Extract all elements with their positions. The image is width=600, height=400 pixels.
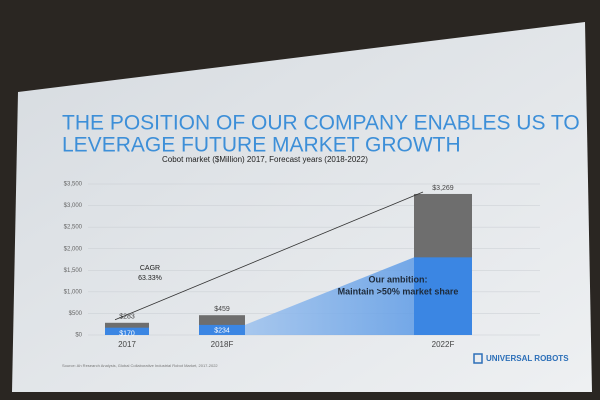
source: Source: Ah Research Analysis, Global Col… [62,363,218,368]
plot: $0 $500 $1,000 $1,500 $2,000 $2,500 $3,000 $3,5… [64,182,540,349]
value-label: $234 [214,328,230,335]
y-tick-label: $1,000 [64,289,83,295]
title-line-2: LEVERAGE FUTURE MARKET GROWTH [62,134,461,157]
x-tick-label: 2017 [118,340,136,349]
bar [105,327,149,335]
y-tick-label: $3,500 [64,182,83,188]
y-tick-label: $500 [69,311,83,317]
y-tick-label: $1,500 [64,268,83,274]
bar [414,257,472,335]
annotation: CAGR [140,265,160,272]
value-label: $3,269 [432,185,454,192]
y-tick-label: $2,000 [64,246,83,252]
x-tick-label: 2018F [211,340,234,349]
y-tick-label: $3,000 [64,203,83,209]
logo-text: UNIVERSAL ROBOTS [486,354,569,363]
title-line-1: THE POSITION OF OUR COMPANY ENABLES US T… [62,112,580,135]
value-label: $283 [119,314,135,321]
value-label: $459 [214,306,230,313]
y-tick-label: $2,500 [64,225,83,231]
annotation: Maintain >50% market share [338,286,459,296]
logo-icon [473,353,483,364]
annotation: Our ambition: [369,274,428,284]
y-tick-label: $0 [75,333,82,339]
subtitle: Cobot market ($Million) 2017, Forecast y… [162,155,368,164]
cagr-line [114,191,424,321]
bar [199,324,245,335]
value-label: $170 [119,331,135,338]
x-tick-label: 2022F [432,340,455,349]
annotation: 63.33% [138,275,162,282]
ambition-area [245,257,414,335]
